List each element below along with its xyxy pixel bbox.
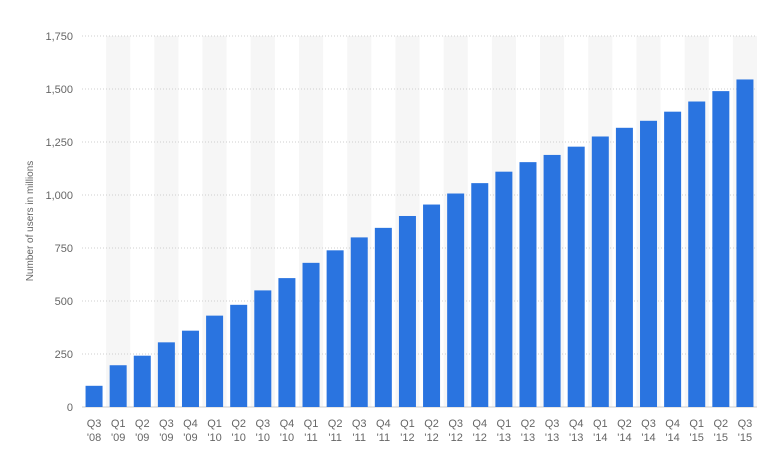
x-tick-label-quarter: Q1	[497, 418, 512, 430]
x-tick-label-quarter: Q3	[641, 418, 656, 430]
x-tick-label-year: '12	[473, 432, 487, 444]
bar	[736, 79, 754, 408]
bars	[85, 79, 754, 408]
x-tick-label-quarter: Q1	[111, 418, 126, 430]
x-tick-label-year: '14	[617, 432, 631, 444]
x-tick-label-quarter: Q3	[159, 418, 174, 430]
x-tick-label-year: '08	[87, 432, 101, 444]
bar	[133, 355, 151, 407]
bar	[591, 136, 609, 407]
x-tick-label-year: '11	[304, 432, 318, 444]
x-axis-ticks: Q3 '08 Q1 '09 Q2 '09 Q3 '09 Q4 '09 Q1 '10 Q2 '10 Q3 '10…	[87, 418, 753, 444]
x-tick-label-quarter: Q3	[448, 418, 463, 430]
bar	[109, 365, 127, 407]
x-tick-label-year: '10	[280, 432, 294, 444]
y-tick-label: 250	[55, 349, 73, 361]
x-tick-label-year: '13	[497, 432, 511, 444]
x-tick-label-quarter: Q4	[665, 418, 680, 430]
bar	[471, 183, 489, 407]
y-tick-label: 500	[55, 296, 73, 308]
bar	[495, 171, 513, 407]
x-tick-label-quarter: Q1	[304, 418, 319, 430]
bar	[712, 91, 730, 408]
x-tick-label-quarter: Q4	[569, 418, 584, 430]
bar	[640, 120, 658, 408]
y-axis-title: Number of users in millions	[25, 161, 36, 282]
x-tick-label-year: '13	[521, 432, 535, 444]
bar	[157, 342, 175, 407]
x-tick-label-year: '10	[207, 432, 221, 444]
bar	[230, 304, 248, 407]
y-tick-label: 1,000	[45, 190, 73, 202]
y-tick-label: 1,500	[45, 84, 73, 96]
x-tick-label-year: '10	[232, 432, 246, 444]
x-tick-label-year: '13	[569, 432, 583, 444]
bar	[302, 262, 320, 407]
x-tick-label-quarter: Q4	[376, 418, 391, 430]
x-tick-label-quarter: Q3	[738, 418, 753, 430]
bar	[206, 315, 224, 407]
bar	[664, 111, 682, 408]
background-band	[106, 36, 131, 407]
bar	[447, 193, 465, 407]
x-tick-label-year: '09	[183, 432, 197, 444]
x-tick-label-quarter: Q4	[472, 418, 487, 430]
bar	[85, 385, 103, 407]
x-tick-label-year: '15	[714, 432, 728, 444]
x-tick-label-quarter: Q2	[617, 418, 632, 430]
x-tick-label-year: '15	[738, 432, 752, 444]
x-tick-label-year: '10	[256, 432, 270, 444]
bar	[278, 278, 296, 407]
y-tick-label: 1,750	[45, 31, 73, 43]
x-tick-label-year: '13	[545, 432, 559, 444]
y-tick-label: 750	[55, 243, 73, 255]
bar	[254, 290, 272, 407]
x-tick-label-year: '12	[448, 432, 462, 444]
x-tick-label-quarter: Q2	[135, 418, 150, 430]
bar	[374, 227, 392, 407]
bar	[350, 237, 368, 407]
x-tick-label-quarter: Q2	[328, 418, 343, 430]
bar	[181, 330, 199, 407]
x-tick-label-quarter: Q4	[280, 418, 295, 430]
x-tick-label-quarter: Q3	[87, 418, 102, 430]
x-tick-label-quarter: Q2	[713, 418, 728, 430]
x-tick-label-year: '14	[641, 432, 655, 444]
bar	[398, 215, 416, 407]
bar	[688, 101, 706, 408]
x-tick-label-year: '11	[328, 432, 342, 444]
x-tick-label-quarter: Q3	[545, 418, 560, 430]
x-tick-label-year: '14	[593, 432, 607, 444]
x-tick-label-quarter: Q2	[521, 418, 536, 430]
x-tick-label-year: '11	[352, 432, 366, 444]
bar	[326, 250, 344, 407]
bar	[615, 127, 633, 408]
x-tick-label-year: '09	[111, 432, 125, 444]
x-tick-label-year: '12	[424, 432, 438, 444]
x-tick-label-quarter: Q1	[400, 418, 415, 430]
y-tick-label: 0	[67, 402, 73, 414]
x-tick-label-quarter: Q1	[689, 418, 704, 430]
x-tick-label-year: '14	[665, 432, 679, 444]
x-tick-label-year: '09	[159, 432, 173, 444]
x-tick-label-quarter: Q4	[183, 418, 198, 430]
y-tick-label: 1,250	[45, 137, 73, 149]
x-tick-label-quarter: Q2	[231, 418, 246, 430]
x-tick-label-year: '09	[135, 432, 149, 444]
x-tick-label-year: '12	[400, 432, 414, 444]
x-tick-label-quarter: Q3	[255, 418, 270, 430]
x-tick-label-quarter: Q3	[352, 418, 367, 430]
x-tick-label-quarter: Q2	[424, 418, 439, 430]
x-tick-label-quarter: Q1	[593, 418, 608, 430]
x-tick-label-year: '11	[377, 432, 391, 444]
bar	[423, 204, 441, 407]
x-tick-label-quarter: Q1	[207, 418, 222, 430]
y-axis-ticks: 0 250 500 750 1,000 1,250 1,500 1,750	[45, 31, 73, 414]
bar	[567, 146, 585, 407]
bar	[543, 154, 561, 407]
x-tick-label-year: '15	[690, 432, 704, 444]
bar	[519, 162, 537, 407]
